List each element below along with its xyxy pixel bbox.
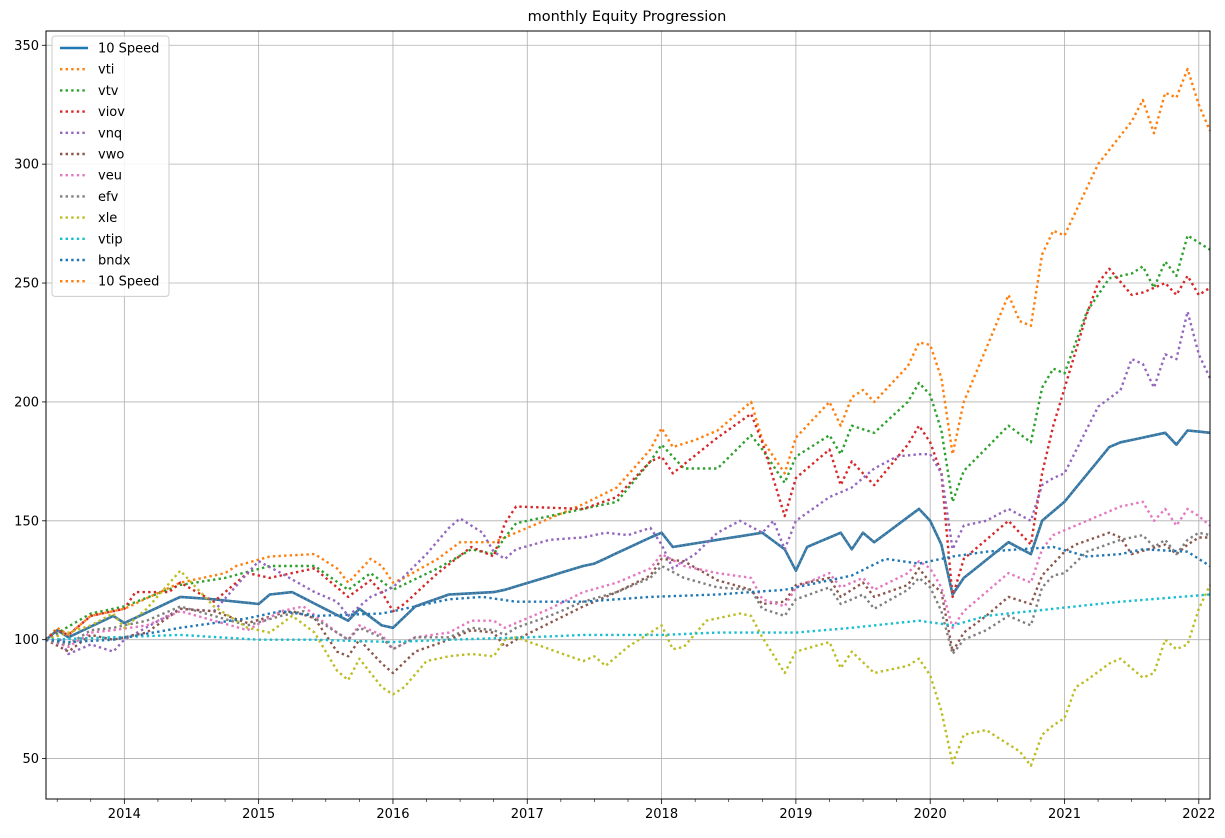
y-tick-label: 100	[14, 633, 39, 648]
legend-label: vti	[98, 63, 114, 78]
y-tick-label: 250	[14, 277, 39, 292]
x-tick-label: 2016	[376, 807, 409, 822]
series-line-vwo	[45, 531, 1210, 675]
series-line-10-speed-overlay	[45, 429, 1211, 641]
x-tick-label: 2019	[779, 807, 812, 822]
legend-box	[51, 35, 170, 297]
gridlines	[46, 31, 1210, 799]
legend-label: veu	[98, 169, 122, 184]
chart-title: monthly Equity Progression	[528, 9, 727, 25]
series-line-xle	[45, 569, 1212, 767]
legend-label: xle	[98, 211, 117, 226]
legend-label: viov	[98, 105, 125, 120]
series-line-vtip	[45, 593, 1211, 644]
series-lines	[45, 67, 1212, 767]
x-tick-label: 2020	[914, 807, 947, 822]
y-tick-label: 150	[14, 514, 39, 529]
y-tick-label: 50	[22, 752, 39, 767]
series-line-bndx	[45, 545, 1211, 644]
series-line-viov	[45, 267, 1211, 641]
series-line-vnq	[45, 310, 1212, 656]
legend-label: 10 Speed	[98, 275, 159, 290]
legend-label: bndx	[98, 254, 131, 269]
x-tick-label: 2015	[242, 807, 275, 822]
x-tick-label: 2014	[108, 807, 141, 822]
legend-label: vnq	[98, 126, 122, 141]
series-line-vti	[45, 67, 1212, 641]
y-tick-label: 200	[14, 395, 39, 410]
series-line-veu	[45, 500, 1211, 651]
legend: 10 Speed vti vtv viov vnq vwo veu efv xle vtip bnd…	[51, 35, 170, 297]
x-tick-label: 2017	[511, 807, 544, 822]
y-tick-label: 300	[14, 158, 39, 173]
y-tick-label: 350	[14, 39, 39, 54]
legend-label: vtv	[98, 84, 119, 99]
legend-label: 10 Speed	[98, 42, 159, 57]
x-tick-label: 2018	[645, 807, 678, 822]
legend-label: vtip	[98, 232, 123, 247]
axes: 50 100 150 200 250 300 350 2014 2015 2016 2017 2018…	[14, 39, 1215, 822]
legend-label: vwo	[98, 148, 124, 163]
x-tick-label: 2022	[1182, 807, 1215, 822]
x-tick-label: 2021	[1048, 807, 1081, 822]
legend-label: efv	[98, 190, 119, 205]
